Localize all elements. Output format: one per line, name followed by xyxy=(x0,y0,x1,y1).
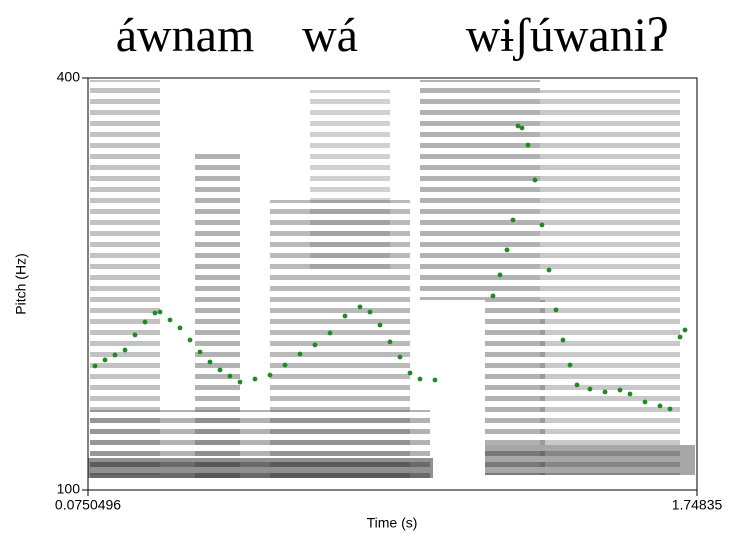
pitch-point xyxy=(602,389,608,395)
pitch-point xyxy=(207,359,213,365)
pitch-point xyxy=(217,367,223,373)
pitch-point xyxy=(515,123,521,129)
word: wá xyxy=(302,9,358,62)
pitch-point xyxy=(657,403,663,409)
pitch-point xyxy=(560,337,566,343)
pitch-point xyxy=(297,351,303,357)
spectrogram xyxy=(88,78,697,490)
pitch-point xyxy=(227,373,233,379)
pitch-point xyxy=(312,342,318,348)
pitch-point xyxy=(574,382,580,388)
pitch-point xyxy=(497,272,503,278)
x-tick-label: 0.0750496 xyxy=(55,497,121,513)
pitch-point xyxy=(532,177,538,183)
pitch-point xyxy=(367,309,373,315)
pitch-point xyxy=(197,349,203,355)
y-axis-label: Pitch (Hz) xyxy=(13,253,29,314)
pitch-point xyxy=(510,217,516,223)
pitch-point xyxy=(553,307,559,313)
word: áwnam xyxy=(116,9,255,62)
pitch-point xyxy=(504,247,510,253)
pitch-point xyxy=(142,319,148,325)
pitch-point xyxy=(377,322,383,328)
pitch-point xyxy=(112,352,118,358)
pitch-point xyxy=(177,325,183,331)
pitch-point xyxy=(92,363,98,369)
pitch-point xyxy=(157,309,163,315)
pitch-point xyxy=(539,222,545,228)
y-tick-label: 100 xyxy=(57,481,81,497)
pitch-point xyxy=(122,347,128,353)
pitch-point xyxy=(627,391,633,397)
pitch-point xyxy=(357,304,363,310)
pitch-point xyxy=(327,330,333,336)
pitch-point xyxy=(417,376,423,382)
word: wɨʃúwaniʔ xyxy=(466,9,669,62)
pitch-point xyxy=(587,386,593,392)
pitch-point xyxy=(237,379,243,385)
pitch-point xyxy=(342,313,348,319)
pitch-point xyxy=(525,142,531,148)
pitch-point xyxy=(567,362,573,368)
pitch-point xyxy=(102,357,108,363)
pitch-point xyxy=(546,267,552,273)
x-axis-label: Time (s) xyxy=(367,515,418,531)
pitch-point xyxy=(167,317,173,323)
pitch-point xyxy=(132,332,138,338)
pitch-point xyxy=(152,310,158,316)
pitch-point xyxy=(432,377,438,383)
pitch-point xyxy=(407,370,413,376)
pitch-point xyxy=(267,372,273,378)
pitch-point xyxy=(282,362,288,368)
pitch-point xyxy=(667,406,673,412)
pitch-point xyxy=(617,387,623,393)
pitch-point xyxy=(252,376,258,382)
pitch-point xyxy=(519,125,525,131)
plot-frame xyxy=(87,77,698,491)
x-tick-label: 1.74835 xyxy=(672,497,723,513)
pitch-point xyxy=(677,334,683,340)
y-tick-label: 400 xyxy=(57,69,81,85)
pitch-point xyxy=(397,354,403,360)
pitch-point xyxy=(490,293,496,299)
pitch-point xyxy=(387,339,393,345)
pitch-point xyxy=(682,327,688,333)
pitch-point xyxy=(187,337,193,343)
pitch-point xyxy=(642,399,648,405)
